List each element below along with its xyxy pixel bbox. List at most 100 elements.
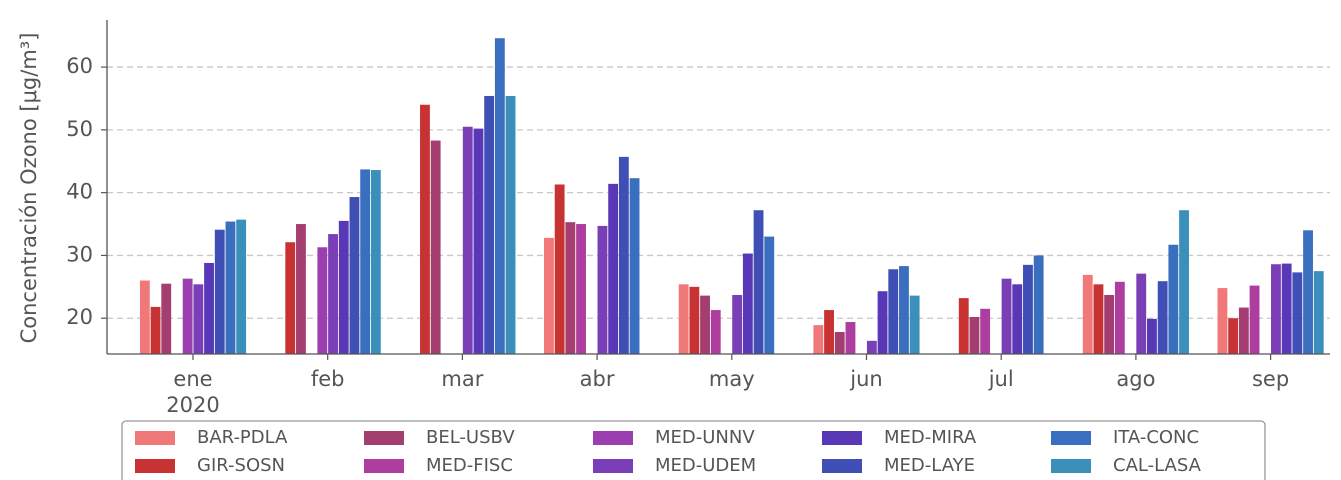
legend-label: MED-UDEM (655, 455, 756, 476)
legend-swatch (822, 431, 862, 445)
bar (969, 316, 980, 354)
bar (742, 253, 753, 354)
y-tick-label: 40 (66, 180, 93, 204)
bar (554, 184, 565, 354)
legend-label: ITA-CONC (1113, 427, 1199, 448)
bar (1147, 318, 1157, 354)
bar (161, 283, 172, 354)
x-tick-label: ene (173, 367, 212, 391)
bar (360, 169, 371, 354)
x-tick-label: mar (441, 367, 483, 391)
bar (1023, 264, 1033, 354)
legend-label: MED-MIRA (884, 427, 977, 448)
bar (608, 183, 619, 354)
bar (845, 321, 856, 354)
x-tick-label: abr (580, 367, 615, 391)
legend-swatch (135, 459, 175, 473)
y-axis-label: Concentración Ozono [μg/m³] (17, 33, 41, 344)
bar (732, 294, 743, 354)
legend-swatch (1051, 459, 1091, 473)
bar (1292, 272, 1303, 354)
bar (813, 325, 824, 354)
bar (629, 178, 640, 354)
bar (328, 234, 338, 354)
legend-swatch (593, 431, 633, 445)
bar (139, 280, 150, 354)
bar (1228, 318, 1239, 354)
bar (1249, 285, 1260, 354)
bar (834, 332, 845, 354)
bar (1179, 210, 1189, 354)
bar (1271, 264, 1281, 354)
bar (544, 237, 554, 354)
y-tick-label: 30 (66, 242, 93, 266)
bar (285, 242, 296, 354)
bar (576, 224, 586, 354)
bar (473, 128, 484, 354)
bar (1082, 274, 1093, 354)
bar (1093, 284, 1104, 354)
bar (888, 269, 899, 354)
y-tick-label: 50 (66, 117, 93, 141)
bar (1217, 288, 1228, 354)
y-tick-label: 60 (66, 54, 93, 78)
legend-label: BAR-PDLA (197, 427, 288, 448)
bar (866, 340, 877, 354)
legend-label: CAL-LASA (1113, 455, 1202, 476)
bar (1238, 307, 1249, 354)
bar (1281, 263, 1292, 354)
bar (1136, 273, 1147, 354)
bar (678, 284, 689, 354)
bar (824, 310, 834, 354)
legend-label: GIR-SOSN (197, 455, 285, 476)
x-tick-label: ago (1116, 367, 1155, 391)
bar (338, 220, 349, 354)
bar (150, 306, 161, 354)
x-tick-label: feb (311, 367, 345, 391)
x-tick-label: jul (988, 367, 1014, 391)
legend-label: BEL-USBV (426, 427, 515, 448)
bar (909, 295, 920, 354)
bar (494, 38, 505, 355)
legend-label: MED-LAYE (884, 455, 975, 476)
legend-swatch (822, 459, 862, 473)
x-tick-sublabel: 2020 (166, 393, 219, 417)
bar (618, 156, 629, 354)
bar (710, 310, 721, 354)
bar (980, 308, 991, 354)
bar (877, 291, 888, 354)
legend-label: MED-UNNV (655, 427, 755, 448)
bar (349, 197, 360, 354)
bar (420, 104, 430, 354)
bar (1313, 271, 1324, 354)
bar (899, 266, 909, 354)
bar (225, 221, 236, 354)
legend-swatch (364, 431, 404, 445)
legend-label: MED-FISC (426, 455, 513, 476)
bar (753, 210, 764, 354)
bar (597, 225, 608, 354)
bar (430, 140, 441, 354)
legend-swatch (135, 431, 175, 445)
x-tick-label: may (709, 367, 755, 391)
bar (958, 298, 969, 354)
bar (236, 219, 247, 354)
bar (193, 284, 204, 354)
legend-swatch (593, 459, 633, 473)
bar (764, 236, 775, 354)
bar (296, 224, 306, 354)
bar (700, 295, 710, 354)
bar (484, 95, 495, 355)
legend-box (121, 420, 1266, 480)
bar (689, 286, 700, 354)
bar (204, 262, 214, 354)
bar (317, 247, 328, 354)
bar (1033, 255, 1044, 354)
bar (505, 95, 516, 355)
x-tick-label: jun (849, 367, 882, 391)
bar (1104, 294, 1115, 354)
x-tick-label: sep (1252, 367, 1289, 391)
bar (462, 126, 473, 354)
bar (1168, 244, 1179, 354)
